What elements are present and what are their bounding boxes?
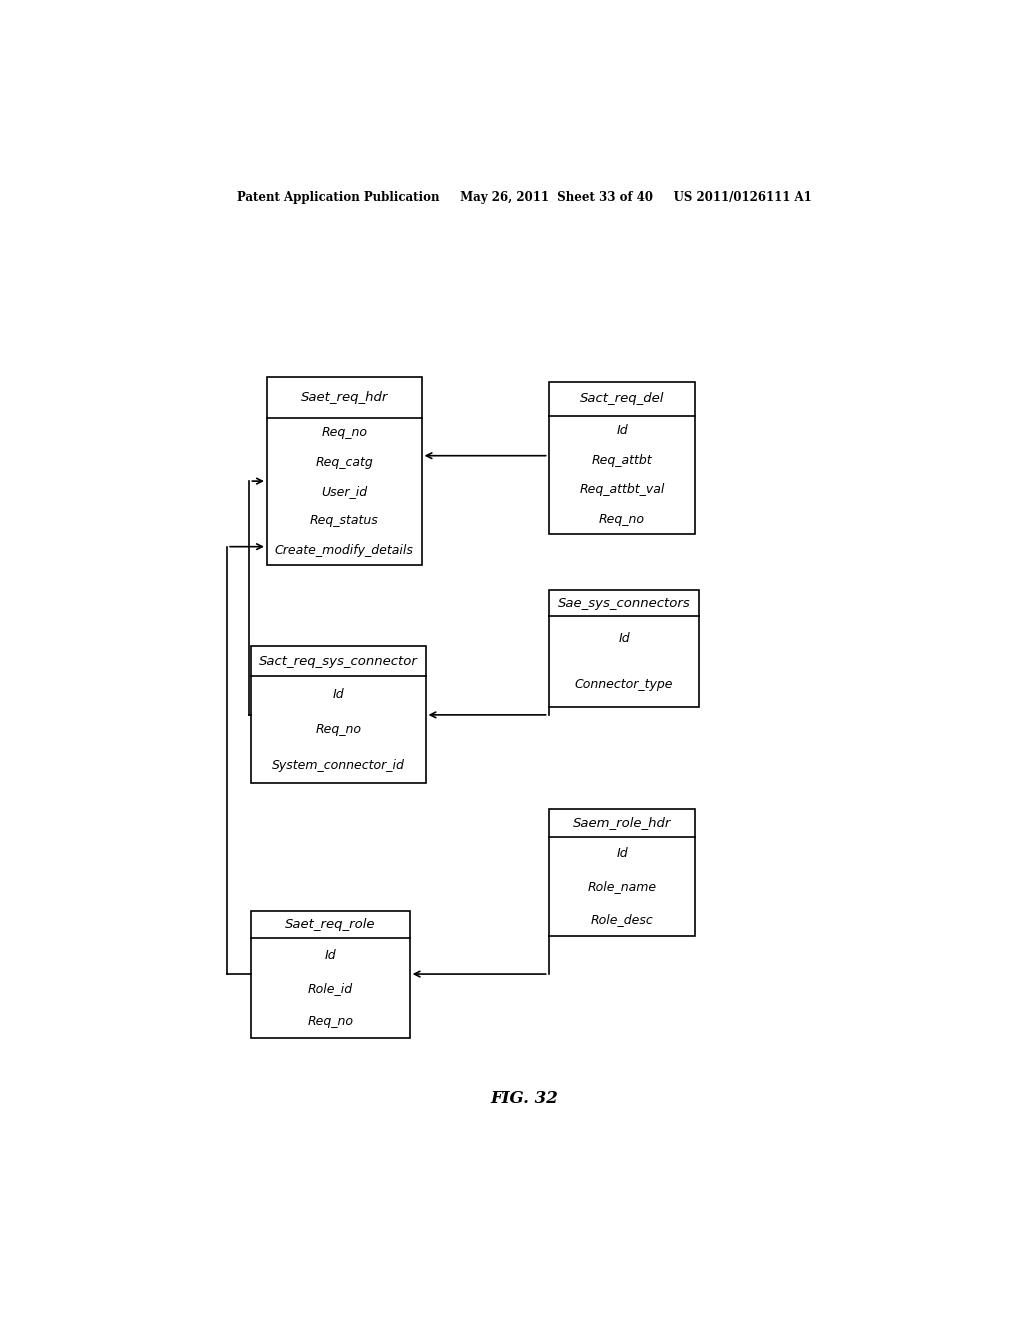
Text: Sact_req_sys_connector: Sact_req_sys_connector xyxy=(259,655,418,668)
Text: Req_attbt: Req_attbt xyxy=(592,454,652,467)
Text: Req_catg: Req_catg xyxy=(315,455,373,469)
Text: Sae_sys_connectors: Sae_sys_connectors xyxy=(558,597,690,610)
Text: Patent Application Publication     May 26, 2011  Sheet 33 of 40     US 2011/0126: Patent Application Publication May 26, 2… xyxy=(238,190,812,203)
Text: Create_modify_details: Create_modify_details xyxy=(274,544,414,557)
Text: Connector_type: Connector_type xyxy=(574,678,673,690)
Text: Role_desc: Role_desc xyxy=(591,913,653,925)
Bar xyxy=(251,647,426,784)
Text: Saem_role_hdr: Saem_role_hdr xyxy=(572,816,671,829)
Text: System_connector_id: System_connector_id xyxy=(271,759,404,772)
Text: Id: Id xyxy=(325,949,336,961)
Text: User_id: User_id xyxy=(322,486,368,498)
Text: FIG. 32: FIG. 32 xyxy=(490,1090,559,1107)
Bar xyxy=(251,911,410,1038)
Text: Req_no: Req_no xyxy=(307,1015,353,1027)
Bar xyxy=(267,378,422,565)
Text: Id: Id xyxy=(333,688,344,701)
Bar xyxy=(549,590,699,708)
Text: Req_no: Req_no xyxy=(322,426,368,440)
Text: Sact_req_del: Sact_req_del xyxy=(580,392,665,405)
Text: Role_name: Role_name xyxy=(588,880,656,892)
Text: Req_no: Req_no xyxy=(315,723,361,737)
Text: Req_no: Req_no xyxy=(599,513,645,527)
Text: Saet_req_hdr: Saet_req_hdr xyxy=(301,391,388,404)
Bar xyxy=(549,809,695,936)
Text: Req_status: Req_status xyxy=(310,515,379,528)
Text: Req_attbt_val: Req_attbt_val xyxy=(580,483,665,496)
Bar xyxy=(549,381,695,535)
Text: Id: Id xyxy=(616,847,628,859)
Text: Saet_req_role: Saet_req_role xyxy=(285,917,376,931)
Text: Role_id: Role_id xyxy=(308,982,353,994)
Text: Id: Id xyxy=(616,424,628,437)
Text: Id: Id xyxy=(618,632,630,645)
